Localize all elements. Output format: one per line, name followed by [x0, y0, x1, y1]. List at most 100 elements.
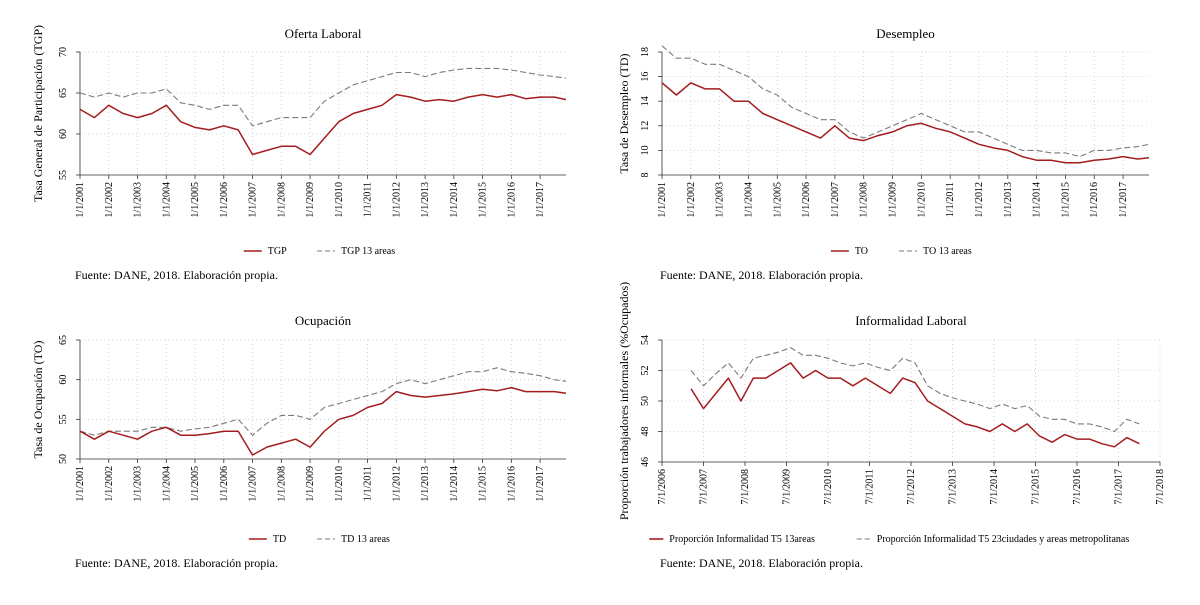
y-axis-label-oferta: Tasa General de Participación (TGP) [31, 25, 45, 202]
y-tick-label: 50 [58, 454, 69, 464]
y-tick-label: 10 [640, 145, 651, 155]
x-tick-label: 1/1/2013 [420, 182, 431, 218]
y-tick-label: 50 [640, 396, 651, 406]
series-line-oferta-1 [79, 67, 567, 127]
x-tick-label: 1/1/2009 [888, 182, 899, 218]
x-tick-label: 7/1/2006 [657, 469, 668, 505]
x-tick-label: 1/1/2013 [1003, 182, 1014, 218]
x-tick-label: 1/1/2011 [945, 182, 956, 217]
x-tick-label: 7/1/2012 [906, 469, 917, 505]
x-tick-label: 1/1/2007 [248, 182, 259, 218]
y-tick-label: 65 [58, 335, 69, 345]
y-tick-label: 52 [640, 366, 651, 376]
chart-title-desempleo: Desempleo [876, 26, 934, 41]
x-tick-label: 1/1/2015 [1060, 182, 1071, 218]
series-line-ocupacion-0 [79, 386, 567, 456]
x-tick-label: 1/1/2012 [974, 182, 985, 218]
x-tick-label: 1/1/2010 [334, 182, 345, 218]
legend-label-informalidad-1: Proporción Informalidad T5 23ciudades y … [877, 534, 1130, 545]
x-tick-label: 1/1/2008 [276, 182, 287, 218]
y-tick-label: 54 [640, 335, 651, 345]
x-tick-label: 1/1/2006 [801, 182, 812, 218]
x-tick-label: 1/1/2001 [75, 182, 86, 218]
x-tick-label: 1/1/2016 [1089, 182, 1100, 218]
x-tick-label: 1/1/2002 [104, 466, 115, 502]
x-tick-label: 7/1/2007 [699, 469, 710, 505]
x-tick-label: 7/1/2018 [1155, 469, 1166, 505]
x-tick-label: 1/1/2003 [715, 182, 726, 218]
x-tick-label: 1/1/2017 [535, 182, 546, 218]
legend-label-oferta-0: TGP [268, 246, 287, 257]
x-tick-label: 1/1/2016 [506, 182, 517, 218]
x-tick-label: 1/1/2016 [506, 466, 517, 502]
x-tick-label: 1/1/2004 [161, 466, 172, 502]
x-tick-label: 7/1/2011 [865, 469, 876, 504]
source-note-ocupacion: Fuente: DANE, 2018. Elaboración propia. [75, 556, 278, 570]
y-tick-label: 55 [58, 414, 69, 424]
x-tick-label: 1/1/2005 [190, 182, 201, 218]
chart-title-informalidad: Informalidad Laboral [855, 313, 967, 328]
x-tick-label: 1/1/2017 [1118, 182, 1129, 218]
x-tick-label: 1/1/2008 [859, 182, 870, 218]
series-line-oferta-0 [79, 93, 567, 156]
x-tick-label: 1/1/2011 [363, 182, 374, 217]
y-tick-label: 14 [640, 96, 651, 106]
x-tick-label: 1/1/2010 [916, 182, 927, 218]
x-tick-label: 1/1/2004 [743, 182, 754, 218]
x-tick-label: 7/1/2017 [1114, 469, 1125, 505]
legend-label-informalidad-0: Proporción Informalidad T5 13areas [669, 534, 815, 545]
x-tick-label: 1/1/2003 [133, 182, 144, 218]
y-tick-label: 48 [640, 427, 651, 437]
series-line-desempleo-0 [661, 82, 1150, 164]
y-tick-label: 60 [58, 375, 69, 385]
chart-panel-ocupacion: 50 55 60 65 1/1/2001 1/1/2002 1/1/2003 1/1/2004… [31, 313, 567, 545]
legend-label-oferta-1: TGP 13 areas [341, 246, 395, 257]
x-tick-label: 1/1/2012 [391, 182, 402, 218]
series-line-informalidad-0 [690, 362, 1140, 448]
x-tick-label: 1/1/2007 [248, 466, 259, 502]
source-note-informalidad: Fuente: DANE, 2018. Elaboración propia. [660, 556, 863, 570]
x-tick-label: 7/1/2016 [1072, 469, 1083, 505]
x-tick-label: 1/1/2014 [449, 466, 460, 502]
x-tick-label: 7/1/2010 [823, 469, 834, 505]
y-tick-label: 12 [640, 121, 651, 131]
source-note-desempleo: Fuente: DANE, 2018. Elaboración propia. [660, 268, 863, 282]
chart-panel-oferta: 55 60 65 70 1/1/2001 1/1/2002 1/1/2003 1/1/2004… [31, 25, 567, 257]
x-tick-label: 7/1/2013 [948, 469, 959, 505]
y-axis-label-desempleo: Tasa de Desempleo (TD) [617, 53, 631, 173]
chart-title-ocupacion: Ocupación [295, 313, 352, 328]
y-tick-label: 16 [640, 72, 651, 82]
series-line-informalidad-1 [690, 347, 1140, 433]
x-tick-label: 1/1/2001 [75, 466, 86, 502]
x-tick-label: 7/1/2009 [782, 469, 793, 505]
x-tick-label: 1/1/2014 [449, 182, 460, 218]
x-tick-label: 1/1/2006 [219, 182, 230, 218]
y-tick-label: 8 [640, 173, 651, 178]
x-tick-label: 1/1/2006 [219, 466, 230, 502]
x-tick-label: 1/1/2011 [363, 466, 374, 501]
legend-label-ocupacion-1: TD 13 areas [341, 534, 390, 545]
x-tick-label: 1/1/2007 [830, 182, 841, 218]
x-tick-label: 1/1/2002 [686, 182, 697, 218]
x-tick-label: 1/1/2009 [305, 182, 316, 218]
x-tick-label: 1/1/2014 [1032, 182, 1043, 218]
chart-title-oferta: Oferta Laboral [285, 26, 362, 41]
series-line-desempleo-1 [661, 45, 1150, 158]
x-tick-label: 1/1/2017 [535, 466, 546, 502]
x-tick-label: 1/1/2008 [276, 466, 287, 502]
y-tick-label: 70 [58, 47, 69, 57]
y-tick-label: 18 [640, 47, 651, 57]
chart-panel-desempleo: 8 10 12 14 16 18 1/1/2001 1/1/2002 1/1/2003 1/1/2… [617, 26, 1150, 257]
y-tick-label: 60 [58, 129, 69, 139]
x-tick-label: 7/1/2014 [989, 469, 1000, 505]
x-tick-label: 1/1/2005 [772, 182, 783, 218]
x-tick-label: 1/1/2005 [190, 466, 201, 502]
series-line-ocupacion-1 [79, 367, 567, 436]
x-tick-label: 7/1/2008 [740, 469, 751, 505]
x-tick-label: 1/1/2009 [305, 466, 316, 502]
x-tick-label: 1/1/2015 [478, 466, 489, 502]
x-tick-label: 1/1/2001 [657, 182, 668, 218]
legend-label-desempleo-1: TO 13 areas [923, 246, 972, 257]
y-tick-label: 55 [58, 170, 69, 180]
